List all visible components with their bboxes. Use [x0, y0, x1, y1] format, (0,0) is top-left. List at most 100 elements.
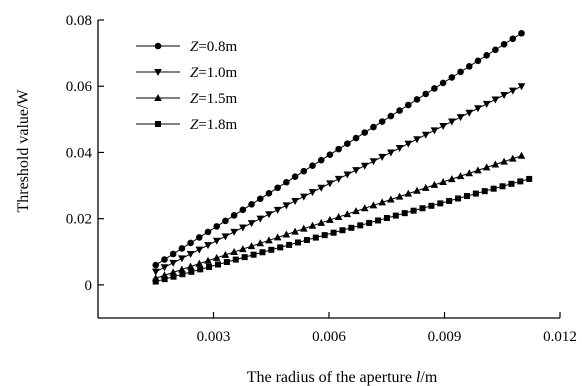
- data-point: [343, 171, 352, 179]
- data-point: [169, 259, 177, 267]
- ticks: 0 0.02 0.04 0.06 0.08 0.003 0.006 0.009 0.012: [66, 13, 577, 345]
- data-point: [161, 256, 168, 263]
- data-point: [204, 256, 212, 264]
- legend-entry-3: Z=1.5m: [136, 91, 238, 107]
- data-point: [378, 153, 386, 161]
- data-point: [273, 206, 282, 214]
- data-point: [360, 204, 369, 212]
- data-point: [277, 244, 284, 251]
- data-point: [517, 178, 524, 185]
- data-point: [491, 96, 500, 104]
- data-point: [457, 68, 464, 76]
- data-point: [334, 175, 343, 183]
- data-point: [291, 198, 299, 206]
- data-point: [160, 264, 169, 272]
- legend-label: Z=1.5m: [190, 91, 238, 107]
- data-point: [308, 221, 317, 229]
- data-point: [309, 162, 316, 169]
- data-point: [439, 79, 447, 87]
- data-point: [197, 266, 204, 273]
- data-point: [335, 145, 342, 153]
- series-3: [151, 151, 526, 282]
- data-point: [299, 193, 308, 201]
- data-point: [500, 92, 508, 100]
- data-point: [204, 242, 212, 250]
- data-point: [186, 262, 195, 270]
- legend-marker: [155, 121, 161, 127]
- data-point: [430, 180, 439, 188]
- data-point: [428, 202, 435, 209]
- data-point: [187, 239, 194, 247]
- data-point: [456, 114, 465, 122]
- data-point: [383, 215, 390, 222]
- legend-marker: [154, 94, 162, 101]
- series-group: [151, 29, 533, 285]
- data-point: [300, 167, 308, 175]
- data-point: [291, 173, 299, 181]
- data-point: [169, 268, 177, 276]
- data-point: [404, 189, 413, 197]
- data-point: [317, 184, 326, 192]
- data-point: [509, 35, 517, 43]
- data-point: [334, 213, 343, 221]
- data-point: [291, 227, 299, 235]
- data-point: [360, 162, 369, 170]
- data-point: [317, 218, 326, 226]
- data-point: [188, 268, 195, 275]
- legend-marker: [154, 42, 162, 50]
- data-point: [221, 250, 230, 258]
- y-tick-label: 0: [85, 278, 93, 294]
- data-point: [326, 215, 334, 223]
- data-point: [151, 268, 160, 276]
- data-point: [230, 212, 238, 219]
- data-point: [282, 230, 291, 238]
- data-point: [282, 202, 291, 210]
- data-point: [439, 122, 447, 130]
- data-point: [265, 236, 273, 244]
- data-point: [395, 145, 404, 153]
- data-point: [404, 101, 412, 109]
- data-point: [178, 255, 186, 263]
- y-tick-label: 0.08: [66, 13, 92, 29]
- data-point: [212, 237, 221, 245]
- data-point: [482, 163, 491, 171]
- data-point: [455, 195, 462, 202]
- data-point: [152, 261, 160, 269]
- data-point: [430, 127, 439, 135]
- data-point: [295, 239, 302, 246]
- data-point: [492, 46, 499, 54]
- data-point: [326, 151, 334, 158]
- data-point: [419, 205, 426, 212]
- data-point: [222, 217, 229, 225]
- data-point: [286, 241, 293, 248]
- data-point: [448, 118, 456, 126]
- data-point: [413, 186, 421, 194]
- data-point: [259, 249, 266, 256]
- data-point: [474, 166, 482, 174]
- data-point: [206, 263, 213, 270]
- x-tick-label: 0.009: [428, 329, 462, 345]
- data-point: [491, 160, 500, 168]
- data-point: [317, 156, 325, 164]
- data-point: [247, 220, 256, 228]
- data-point: [439, 178, 447, 186]
- data-point: [378, 118, 386, 125]
- data-point: [247, 242, 256, 250]
- data-point: [465, 63, 473, 70]
- data-point: [241, 254, 248, 261]
- data-point: [508, 154, 517, 162]
- data-point: [481, 188, 488, 195]
- data-point: [239, 206, 247, 214]
- data-point: [213, 223, 221, 230]
- data-point: [500, 40, 508, 48]
- data-point: [248, 201, 255, 208]
- data-point: [265, 211, 273, 219]
- data-point: [490, 185, 497, 192]
- series-1: [152, 29, 525, 269]
- data-point: [256, 215, 265, 223]
- data-point: [517, 151, 526, 159]
- data-point: [195, 234, 203, 241]
- legend: Z=0.8m Z=1.0m Z=1.5m Z=1.8m: [136, 39, 238, 133]
- data-point: [421, 131, 430, 139]
- legend-entry-2: Z=1.0m: [136, 65, 238, 81]
